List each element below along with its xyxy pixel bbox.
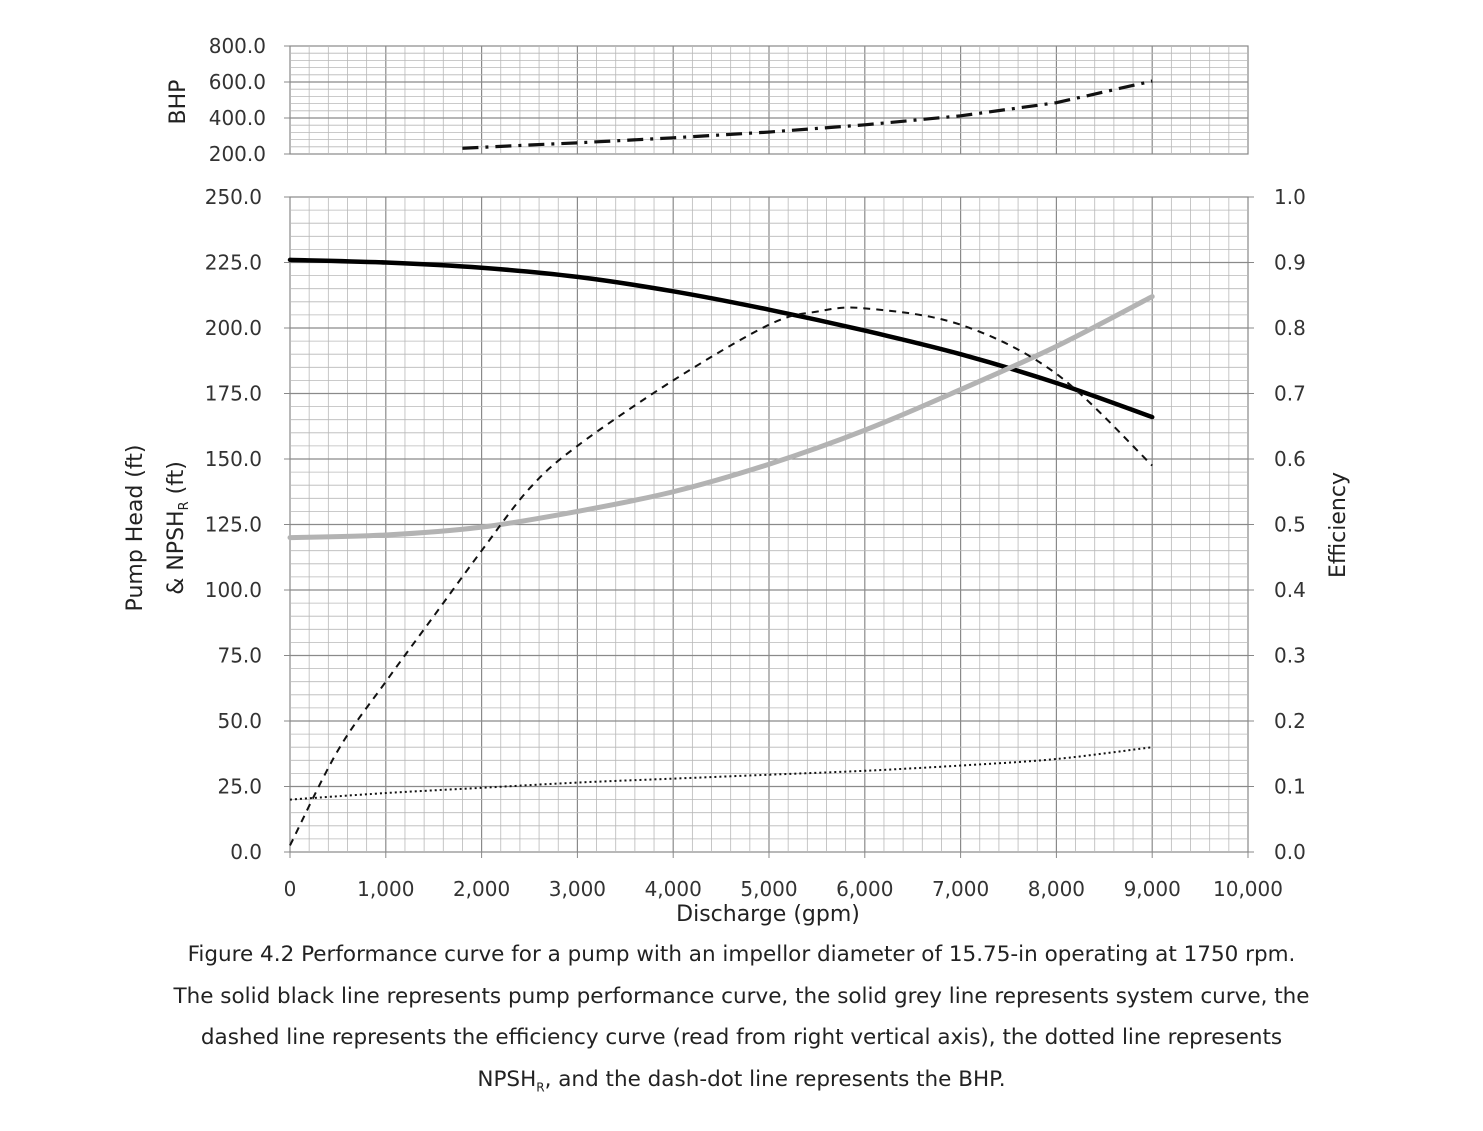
- npsh-axis-title: & NPSHR (ft): [164, 461, 192, 595]
- bhp-y-tick-label: 400.0: [209, 106, 266, 130]
- efficiency-y-tick-label: 0.2: [1274, 709, 1306, 733]
- efficiency-y-tick-label: 0.9: [1274, 251, 1306, 275]
- x-tick-label: 3,000: [549, 877, 606, 901]
- head-y-tick-label: 0.0: [230, 840, 262, 864]
- head-y-tick-label: 200.0: [205, 316, 262, 340]
- x-tick-label: 6,000: [836, 877, 893, 901]
- x-tick-label: 7,000: [932, 877, 989, 901]
- x-tick-label: 2,000: [453, 877, 510, 901]
- x-tick-label: 1,000: [357, 877, 414, 901]
- efficiency-y-tick-label: 0.6: [1274, 447, 1306, 471]
- efficiency-y-tick-label: 0.1: [1274, 775, 1306, 799]
- bhp-y-tick-label: 800.0: [209, 34, 266, 58]
- x-tick-label: 5,000: [740, 877, 797, 901]
- head-y-tick-label: 100.0: [205, 578, 262, 602]
- head-y-tick-label: 175.0: [205, 382, 262, 406]
- main-tick-labels: 0.0 25.0 50.0 75.0 100.0 125.0 150.0 175.0 200.0…: [205, 185, 1306, 901]
- head-y-tick-label: 50.0: [217, 709, 262, 733]
- head-y-tick-label: 75.0: [217, 644, 262, 668]
- head-axis-title: Pump Head (ft): [123, 445, 148, 612]
- bhp-axis-title: BHP: [166, 80, 191, 125]
- bhp-plot-gridlines: [284, 45, 1249, 155]
- x-axis-title: Discharge (gpm): [676, 902, 860, 927]
- x-tick-label: 8,000: [1028, 877, 1085, 901]
- figure-caption: Figure 4.2 Performance curve for a pump …: [40, 934, 1443, 1108]
- system-curve: [287, 294, 1155, 541]
- bhp-tick-labels: 800.0 600.0 400.0 200.0: [209, 34, 266, 166]
- bhp-curve-dash-dot: [462, 79, 1153, 150]
- npshr-curve-dotted: [289, 746, 1153, 801]
- main-series-layer: [287, 257, 1155, 846]
- efficiency-y-tick-label: 0.5: [1274, 513, 1306, 537]
- performance-chart: 800.0 600.0 400.0 200.0 0.0 25.0 50.0 75.0 100.…: [123, 34, 1351, 927]
- efficiency-y-tick-label: 0.8: [1274, 316, 1306, 340]
- x-tick-label: 0: [284, 877, 297, 901]
- x-tick-label: 9,000: [1124, 877, 1181, 901]
- caption-line-3: dashed line represents the efficiency cu…: [200, 1025, 1283, 1050]
- efficiency-y-tick-label: 0.4: [1274, 578, 1306, 602]
- efficiency-y-tick-label: 0.3: [1274, 644, 1306, 668]
- pump-performance-curve: [287, 257, 1155, 420]
- bhp-y-tick-label: 600.0: [209, 70, 266, 94]
- head-y-tick-label: 250.0: [205, 185, 262, 209]
- x-tick-label: 10,000: [1213, 877, 1283, 901]
- head-y-tick-label: 150.0: [205, 447, 262, 471]
- efficiency-y-tick-label: 0.0: [1274, 840, 1306, 864]
- main-plot-gridlines: [284, 196, 1254, 858]
- bhp-y-tick-label: 200.0: [209, 142, 266, 166]
- npsh-axis-subscript: R: [177, 501, 192, 510]
- bhp-series-layer: [462, 79, 1153, 150]
- caption-line-4: NPSHR, and the dash-dot line represents …: [477, 1066, 1006, 1094]
- efficiency-y-tick-label: 1.0: [1274, 185, 1306, 209]
- head-y-tick-label: 25.0: [217, 775, 262, 799]
- caption-subscript: R: [536, 1079, 545, 1094]
- head-y-tick-label: 225.0: [205, 251, 262, 275]
- efficiency-y-tick-label: 0.7: [1274, 382, 1306, 406]
- caption-line-1: Figure 4.2 Performance curve for a pump …: [187, 942, 1296, 967]
- x-tick-label: 4,000: [645, 877, 702, 901]
- head-y-tick-label: 125.0: [205, 513, 262, 537]
- caption-line-2: The solid black line represents pump per…: [173, 983, 1310, 1009]
- efficiency-axis-title: Efficiency: [1326, 472, 1351, 578]
